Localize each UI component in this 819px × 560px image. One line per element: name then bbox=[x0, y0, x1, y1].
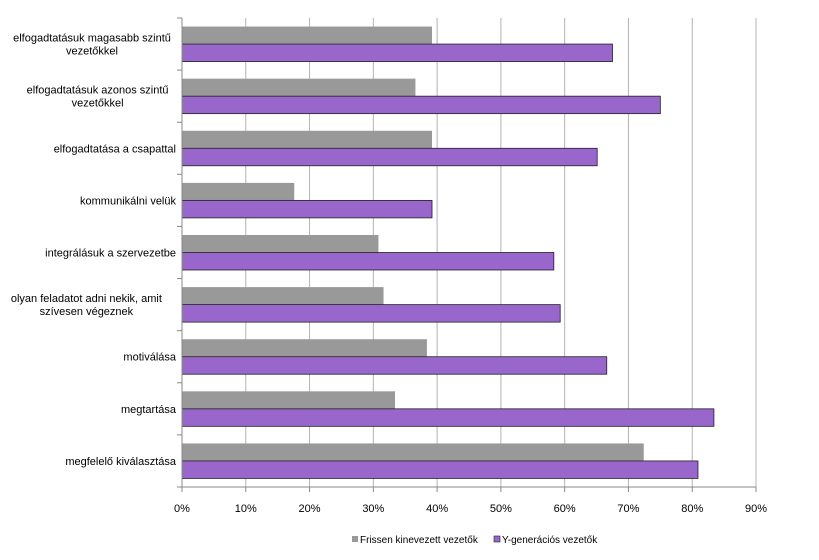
bar-frissen bbox=[182, 339, 427, 357]
bar-y-generacios bbox=[181, 304, 561, 323]
bar-y-generacios bbox=[181, 460, 699, 479]
x-tick-label: 30% bbox=[362, 503, 384, 515]
legend-label: Frissen kinevezett vezetők bbox=[360, 535, 479, 546]
bar-frissen bbox=[182, 287, 384, 305]
category-label: olyan feladatot adni nekik, amit szívesen… bbox=[11, 293, 162, 318]
axes bbox=[177, 17, 757, 492]
x-tick-label: 90% bbox=[745, 503, 767, 515]
bar-y-generacios bbox=[181, 356, 608, 375]
bar-y-generacios bbox=[181, 199, 433, 219]
bar-y-generacios bbox=[181, 252, 555, 271]
x-tick-label: 0% bbox=[174, 503, 190, 515]
tick-labels: 0% 10% 20% 30% 40% 50% 60% 70% 80% 90% bbox=[174, 503, 767, 515]
bar-y-generacios bbox=[181, 95, 661, 115]
bar-frissen bbox=[182, 391, 396, 409]
category-label: kommunikálni velük bbox=[80, 195, 176, 207]
x-tick-label: 70% bbox=[617, 503, 639, 515]
x-tick-label: 60% bbox=[554, 503, 576, 515]
category-label: elfogadtatásuk magasabb szintű vezetőkkel bbox=[13, 33, 171, 58]
bar-y-generacios bbox=[181, 408, 715, 427]
bar-y-generacios bbox=[181, 147, 598, 167]
category-label: integrálásuk a szervezetbe bbox=[45, 248, 176, 260]
bar-frissen bbox=[182, 235, 379, 253]
category-label: motiválása bbox=[123, 352, 176, 364]
legend-label: Y-generációs vezetők bbox=[502, 535, 598, 546]
bar-frissen bbox=[182, 130, 433, 149]
category-label: megfelelő kiválasztása bbox=[65, 456, 177, 468]
category-labels: elfogadtatásuk magasabb szintű vezetőkkel… bbox=[11, 33, 177, 468]
bar-y-generacios bbox=[181, 43, 613, 62]
x-tick-label: 80% bbox=[681, 503, 703, 515]
x-tick-label: 20% bbox=[299, 503, 321, 515]
x-tick-label: 40% bbox=[426, 503, 448, 515]
x-tick-label: 50% bbox=[490, 503, 512, 515]
category-label: elfogadtatása a csapattal bbox=[54, 143, 176, 155]
category-label: elfogadtatásuk azonos szintű vezetőkkel bbox=[27, 85, 169, 110]
bar-frissen bbox=[182, 443, 644, 461]
bar-frissen bbox=[182, 26, 433, 45]
bar-frissen bbox=[182, 78, 416, 97]
legend-swatch bbox=[493, 535, 501, 543]
category-label: megtartása bbox=[121, 404, 177, 416]
legend-swatch bbox=[352, 536, 358, 542]
x-tick-label: 10% bbox=[235, 503, 257, 515]
bars bbox=[181, 26, 715, 479]
bar-frissen bbox=[182, 182, 295, 201]
legend: Frissen kinevezett vezetők Y-generációs v… bbox=[352, 535, 598, 546]
